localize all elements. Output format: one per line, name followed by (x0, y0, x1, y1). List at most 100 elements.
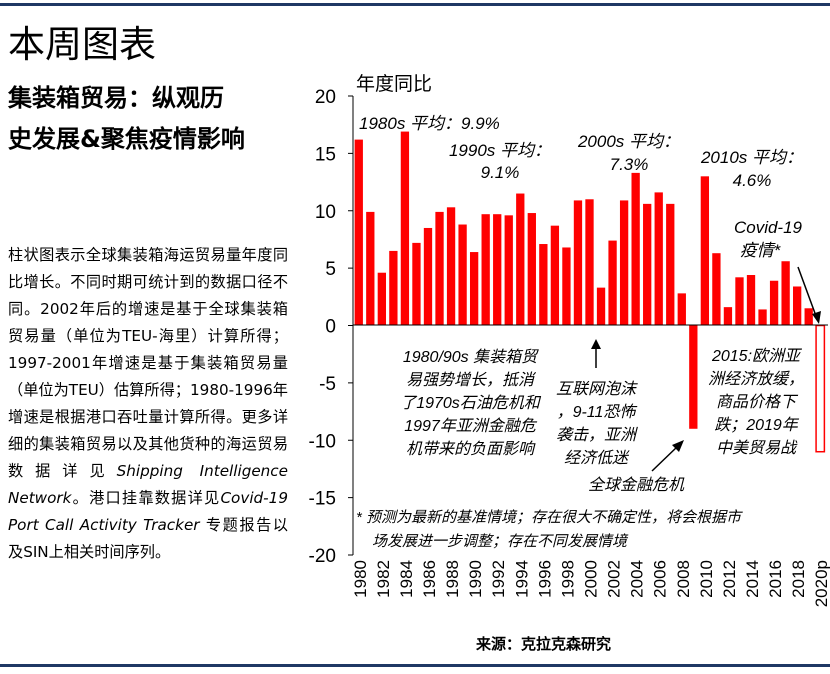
annotation-growth-line-2: 易强势增长，抵消 (406, 371, 537, 389)
page-title: 本周图表 (8, 23, 156, 66)
x-tick-label: 1992 (489, 560, 508, 598)
bar-1982 (377, 272, 386, 326)
bar-1988 (446, 207, 456, 326)
sin-link-text: Shipping Intelligence Network (8, 462, 288, 507)
x-tick-label: 1980 (351, 560, 370, 598)
annotation-2015-line-4: 跌；2019年 (714, 416, 800, 434)
x-tick-label: 1998 (558, 560, 577, 598)
x-tick-label: 1996 (535, 560, 554, 598)
bar-1993 (504, 215, 513, 326)
annotation-covid-line-1: Covid-19 (734, 218, 803, 237)
chart-description: 柱状图表示全球集装箱海运贸易量年度同比增长。不同时期可统计到的数据口径不同。20… (8, 242, 288, 566)
bar-2013 (735, 277, 744, 326)
x-tick-label: 1988 (443, 560, 462, 598)
annotation-2015-2019: 2015:欧洲亚 洲经济放缓， 商品价格下 跌；2019年 中美贸易战 (708, 347, 804, 457)
bar-2006 (654, 192, 663, 326)
annotation-dotcom-line-1: 互联网泡沫 (556, 380, 638, 398)
x-tick-label: 2006 (651, 560, 670, 598)
subtitle-line-1: 集装箱贸易：纵观历 (8, 84, 224, 112)
bar-2007 (666, 203, 675, 326)
annotation-dotcom-line-4: 经济低迷 (564, 449, 630, 467)
bar-2018 (793, 286, 802, 326)
annotation-dotcom-line-2: ，9-11恐怖 (557, 403, 638, 421)
annotation-growth-line-4: 1997年亚洲金融危 (404, 417, 538, 435)
bar-1995 (527, 213, 536, 326)
bar-1992 (493, 214, 502, 326)
bar-2019 (804, 308, 813, 326)
forecast-footnote: * 预测为最新的基准情境；存在很大不确定性，将会根据市 场发展进一步调整；存在不… (356, 509, 743, 550)
bar-1999 (573, 200, 583, 326)
port-tracker-link-text: Covid-19 Port Call Activity Tracker (8, 489, 288, 534)
x-axis-ticks: 1980 1982 1984 1986 1988 1990 1992 1994 1996 1998… (351, 560, 830, 607)
annotation-2015-line-5: 中美贸易战 (716, 439, 798, 457)
x-tick-label: 2004 (628, 560, 647, 598)
x-tick-label: 2008 (674, 560, 693, 598)
annotation-2000s-line-2: 7.3% (610, 155, 649, 174)
bar-1996 (539, 244, 548, 326)
y-tick-label: -10 (309, 431, 336, 452)
x-tick-label: 1982 (374, 560, 393, 598)
y-tick-label: 20 (315, 87, 336, 108)
bar-2008 (677, 293, 686, 326)
bar-2017 (781, 261, 790, 326)
annotation-2010s-line-2: 4.6% (733, 171, 772, 190)
x-tick-label: 2002 (605, 560, 624, 598)
y-tick-label: -5 (319, 374, 336, 395)
bar-2012 (723, 307, 733, 326)
x-tick-label: 1994 (512, 560, 531, 598)
x-tick-label: 1984 (397, 560, 416, 598)
bar-1984 (400, 131, 410, 326)
bar-2000 (585, 199, 594, 326)
bar-1997 (550, 225, 560, 326)
y-tick-label: 5 (325, 259, 336, 280)
x-tick-label: 2000 (582, 560, 601, 598)
x-tick-label: 2018 (789, 560, 808, 598)
arrow-gfc (651, 440, 684, 472)
top-rule (0, 3, 830, 6)
annotation-2015-line-2: 洲经济放缓， (708, 370, 804, 388)
bottom-rule (0, 664, 830, 667)
bar-2011 (712, 253, 721, 326)
annotation-dotcom-line-3: 袭击，亚洲 (556, 426, 638, 444)
annotation-2015-line-3: 商品价格下 (716, 393, 799, 411)
annotation-2000s-average: 2000s 平均： 7.3% (577, 132, 680, 174)
annotation-2000s-line-1: 2000s 平均： (577, 132, 680, 151)
bar-2009 (689, 325, 698, 429)
bar-1985 (412, 242, 421, 326)
bar-2003 (619, 200, 629, 326)
bar-1991 (481, 214, 490, 326)
x-tick-label: 1986 (420, 560, 439, 598)
page-subtitle: 集装箱贸易：纵观历 史发展&聚焦疫情影响 (8, 78, 245, 160)
annotation-1980s-line-1: 1980s 平均：9.9% (359, 114, 500, 133)
bar-1987 (435, 211, 444, 326)
y-axis-ticks: 20 15 10 5 0 -5 -10 -15 -20 (309, 87, 353, 567)
annotation-dotcom: 互联网泡沫 ，9-11恐怖 袭击，亚洲 经济低迷 (556, 380, 638, 467)
description-text-3: 专题报告以及SIN上相关时间序列。 (8, 516, 288, 561)
annotation-1990s-line-2: 9.1% (481, 163, 520, 182)
annotation-gfc: 全球金融危机 (588, 476, 685, 494)
subtitle-line-2: 史发展&聚焦疫情影响 (8, 125, 245, 153)
x-tick-label: 2014 (743, 560, 762, 598)
annotation-1980-90s-growth: 1980/90s 集装箱贸 易强势增长，抵消 了1970s石油危机和 1997年… (400, 348, 542, 458)
bar-1998 (562, 247, 571, 326)
bar-2016 (769, 280, 779, 326)
bar-1980 (354, 139, 363, 326)
y-tick-label: -15 (309, 489, 336, 510)
x-tick-label: 2020p (812, 560, 830, 607)
description-text-2: 。港口挂靠数据详见 (71, 489, 221, 507)
annotation-covid: Covid-19 疫情* (734, 218, 803, 260)
bar-2004 (631, 172, 640, 326)
annotation-covid-line-2: 疫情* (740, 241, 782, 260)
bar-2010 (700, 176, 710, 326)
y-axis-title: 年度同比 (356, 73, 432, 95)
x-tick-label: 2016 (766, 560, 785, 598)
bar-2020p (815, 324, 826, 453)
bar-2001 (596, 287, 606, 326)
bar-1983 (389, 250, 398, 326)
x-tick-label: 2010 (697, 560, 716, 598)
x-tick-label: 1990 (466, 560, 485, 598)
annotation-growth-line-1: 1980/90s 集装箱贸 (403, 348, 539, 366)
arrow-covid (797, 266, 821, 324)
annotation-1990s-average: 1990s 平均： 9.1% (449, 141, 551, 182)
annotation-1990s-line-1: 1990s 平均： (449, 141, 551, 160)
